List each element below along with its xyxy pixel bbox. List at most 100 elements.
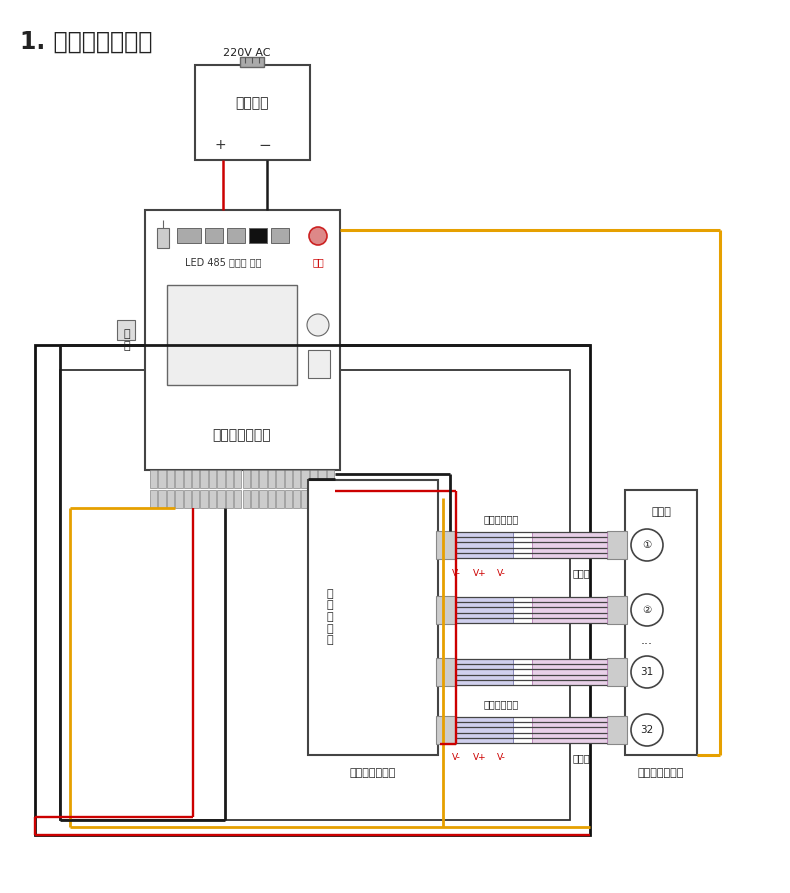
Text: ②: ② [642,605,652,615]
Bar [607,716,627,744]
Bar [234,470,242,488]
Bar [532,659,607,685]
Bar [276,470,284,488]
Text: 信号线: 信号线 [573,568,590,578]
Bar [456,659,514,685]
Bar [192,470,199,488]
Bar [284,470,292,488]
Bar [532,532,607,558]
Bar [234,490,242,508]
Bar [226,470,233,488]
Bar [293,490,300,508]
Bar [268,490,275,508]
Bar [310,470,317,488]
Bar [175,490,182,508]
Bar [209,470,216,488]
Bar [157,228,169,248]
Bar [195,65,310,160]
Text: 电
梯
内
选
板: 电 梯 内 选 板 [327,588,333,646]
Bar [271,228,289,243]
Circle shape [631,656,663,688]
Text: V-: V- [452,569,461,578]
Bar [192,490,199,508]
Bar [183,470,191,488]
Bar [308,350,330,378]
Bar [243,470,250,488]
Bar [532,717,607,743]
Bar [251,470,258,488]
Bar [35,345,590,835]
Text: V+: V+ [472,754,487,763]
Text: 32: 32 [641,725,653,735]
Circle shape [631,594,663,626]
Text: 读卡器: 读卡器 [651,507,671,517]
Bar [240,57,264,67]
Bar [301,490,309,508]
Bar [249,228,267,243]
Text: 智能梯控一体板: 智能梯控一体板 [213,428,271,442]
Bar [318,490,325,508]
Bar [607,596,627,624]
Bar [145,210,340,470]
Bar [177,228,201,243]
Bar [607,658,627,686]
Bar [301,470,309,488]
Text: 梯控电源: 梯控电源 [235,96,269,110]
Bar [251,490,258,508]
Text: V-: V- [497,569,506,578]
Text: 220V AC: 220V AC [224,48,271,58]
Bar [436,658,456,686]
Bar [259,470,267,488]
Bar [308,480,438,755]
Bar [175,470,182,488]
Bar [209,490,216,508]
Bar [60,370,570,820]
Bar [310,490,317,508]
Bar [217,470,224,488]
Text: ①: ① [642,540,652,550]
Circle shape [631,714,663,746]
Bar [532,597,607,623]
Bar [150,470,157,488]
Text: +: + [214,138,226,152]
Bar [217,490,224,508]
Bar [205,228,223,243]
Bar [167,490,175,508]
Bar [227,228,245,243]
Bar [243,490,250,508]
Bar [167,285,297,385]
Circle shape [309,227,327,245]
Bar [456,532,514,558]
Text: V+: V+ [472,569,487,578]
Bar [259,490,267,508]
Bar [201,470,208,488]
Text: 1. 梯控分层直达型: 1. 梯控分层直达型 [20,30,152,54]
Bar [226,490,233,508]
Bar [293,470,300,488]
Text: V-: V- [452,754,461,763]
Bar [456,597,514,623]
Circle shape [307,314,329,336]
Bar [284,490,292,508]
Text: LED 485 主输出 消防: LED 485 主输出 消防 [185,257,265,267]
Text: V-: V- [497,754,506,763]
Bar [436,596,456,624]
Text: 显示灯电源线: 显示灯电源线 [483,699,519,709]
Text: 电梯操作盘底盒: 电梯操作盘底盒 [350,768,397,778]
Bar [326,490,334,508]
Text: 电源: 电源 [313,257,325,267]
Text: 开
关: 开 关 [124,330,130,351]
Bar [436,716,456,744]
Bar [318,470,325,488]
Bar [607,531,627,559]
Text: 显示灯电源线: 显示灯电源线 [483,514,519,524]
Bar [117,320,135,340]
Bar [159,490,166,508]
Text: 信号线: 信号线 [573,753,590,763]
Bar [183,490,191,508]
Bar [456,717,514,743]
Text: 电梯按钮操作盘: 电梯按钮操作盘 [638,768,684,778]
Bar [268,470,275,488]
Bar [326,470,334,488]
Circle shape [631,529,663,561]
